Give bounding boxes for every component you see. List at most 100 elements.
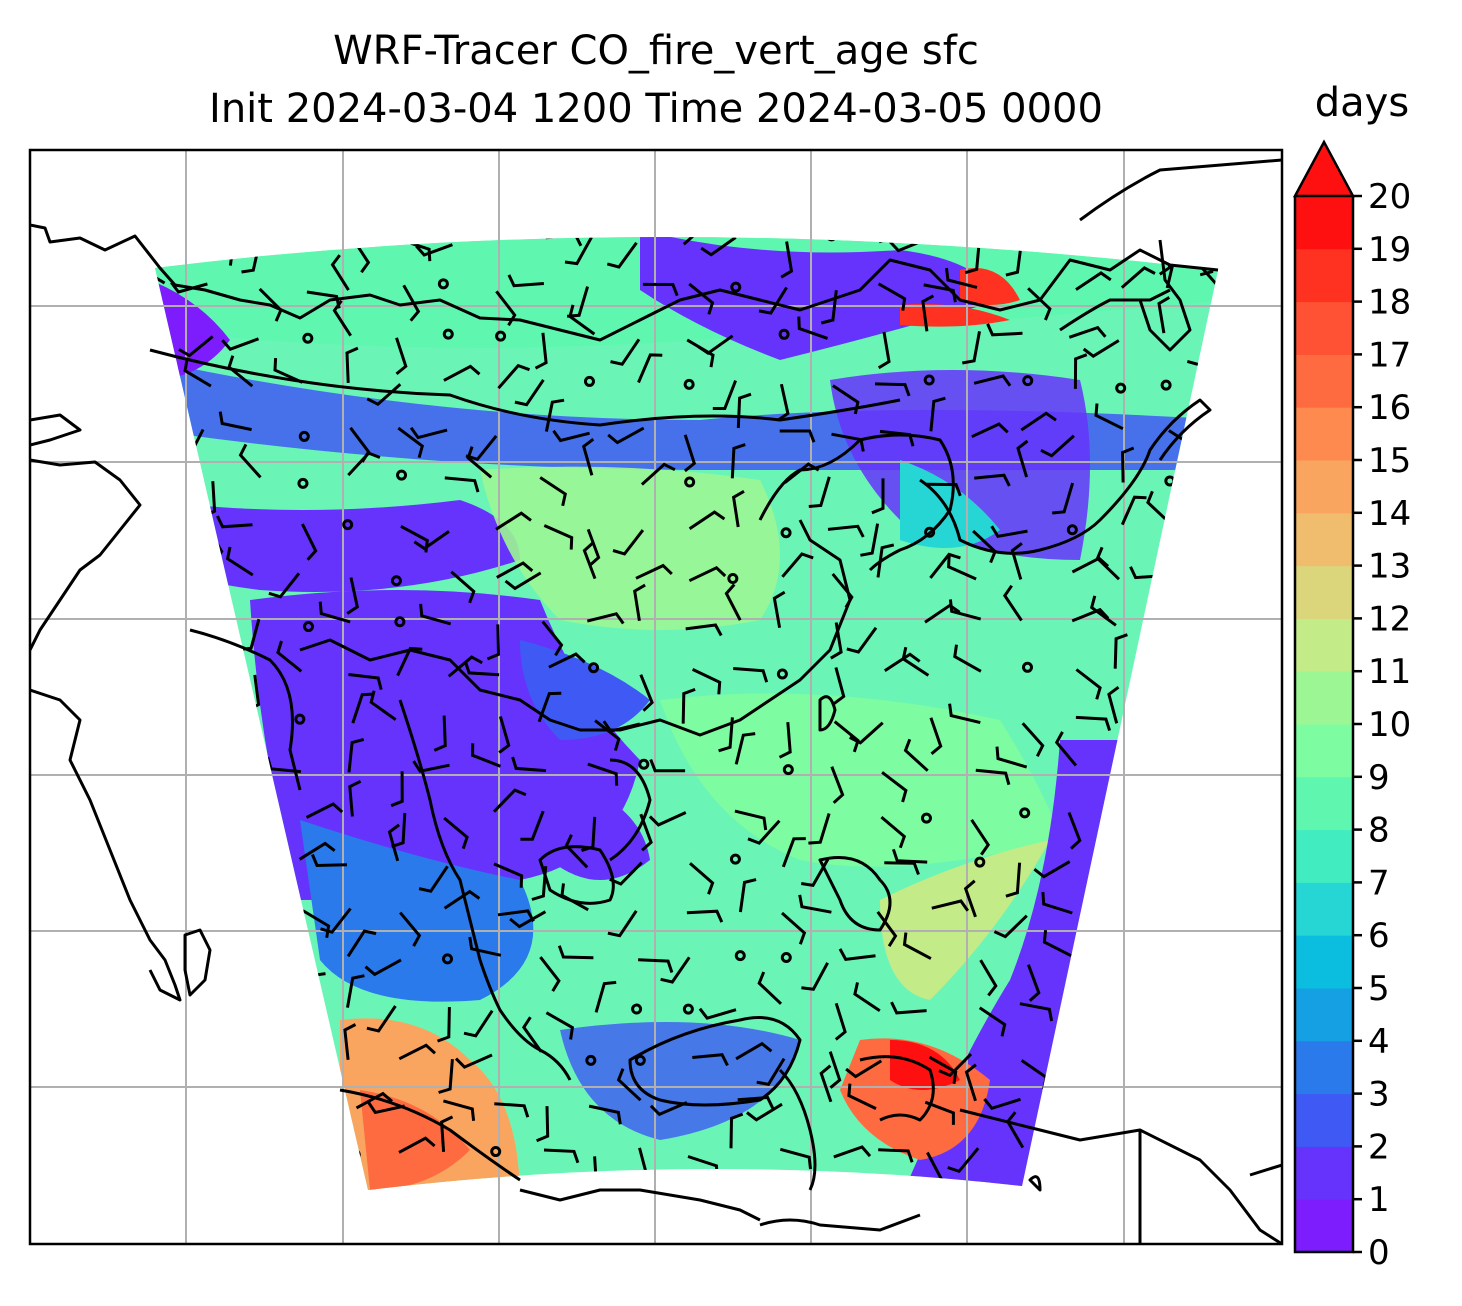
- wind-barb: [552, 429, 590, 443]
- wind-barb: [225, 546, 254, 577]
- field-japan-purple: [830, 370, 1090, 560]
- wind-barb: [268, 572, 301, 599]
- wind-barb: [607, 909, 638, 938]
- wind-barb: [447, 655, 483, 678]
- colorbar-tick-label: 10: [1368, 705, 1411, 745]
- wind-barb: [830, 766, 845, 804]
- wind-barb: [390, 771, 404, 808]
- wind-barb: [1094, 403, 1124, 431]
- wind-barb: [541, 620, 564, 657]
- wind-barb: [736, 392, 752, 429]
- calm-wind-marker: [730, 281, 742, 293]
- wind-barb: [947, 554, 977, 581]
- wind-barb: [1041, 891, 1073, 915]
- wind-barb: [454, 1053, 493, 1069]
- colorbar-tick-label: 14: [1368, 494, 1411, 534]
- colorbar-tick-label: 8: [1368, 811, 1390, 851]
- wind-barb: [947, 1147, 980, 1174]
- calm-wind-marker: [495, 330, 507, 342]
- colorbar-tick-label: 0: [1368, 1233, 1390, 1273]
- wind-barb: [877, 331, 891, 370]
- colorbar-segment: [1295, 1093, 1353, 1147]
- wind-barb: [1120, 266, 1156, 289]
- wind-barb: [1016, 439, 1029, 478]
- wind-barb: [692, 1053, 729, 1067]
- wind-barb: [302, 909, 331, 939]
- wind-barb: [800, 858, 830, 887]
- wind-barb: [830, 622, 843, 660]
- wind-barb: [581, 816, 597, 853]
- wind-barb: [757, 971, 783, 1005]
- colorbar-segment: [1295, 829, 1353, 883]
- wind-barb: [320, 907, 352, 934]
- wind-barb: [779, 1147, 812, 1170]
- wind-barb: [612, 529, 645, 556]
- wind-barb: [1107, 685, 1120, 724]
- wind-barb: [1020, 411, 1057, 432]
- colorbar-tick-label: 1: [1368, 1180, 1390, 1220]
- wind-barb: [781, 911, 807, 945]
- wind-barb: [649, 758, 686, 773]
- wind-barb: [332, 299, 352, 337]
- wind-barb: [871, 478, 885, 515]
- wind-barb: [797, 316, 829, 340]
- wind-barb: [366, 383, 402, 406]
- wind-barb: [833, 1145, 872, 1159]
- wind-barb: [396, 646, 423, 677]
- wind-barb: [364, 958, 402, 977]
- wind-barb: [971, 422, 1009, 439]
- wind-barb: [1019, 1002, 1054, 1022]
- wind-barb: [838, 948, 876, 962]
- wind-barb: [564, 834, 589, 869]
- calm-wind-marker: [490, 1146, 502, 1158]
- wind-barb: [301, 523, 318, 561]
- calm-wind-marker: [924, 526, 936, 538]
- wind-barb: [504, 571, 542, 591]
- colorbar-segment: [1295, 1146, 1353, 1200]
- wind-barb: [686, 909, 724, 923]
- wind-barb: [808, 476, 831, 508]
- wind-barb: [218, 411, 252, 432]
- calm-wind-marker: [298, 430, 310, 442]
- field-philippines-yellowgreen: [880, 840, 1050, 1000]
- calm-wind-marker: [588, 662, 600, 674]
- colorbar-tick-label: 2: [1368, 1127, 1390, 1167]
- calm-wind-marker: [780, 952, 792, 964]
- wind-barb: [738, 878, 757, 913]
- wind-barb: [311, 853, 348, 868]
- wind-barb: [1095, 546, 1121, 581]
- wind-barb: [691, 668, 722, 695]
- wind-barb: [640, 462, 676, 486]
- wind-barb: [681, 687, 696, 724]
- wind-barb: [780, 241, 794, 279]
- calm-wind-marker: [974, 856, 986, 868]
- wind-barb: [778, 721, 792, 759]
- calm-wind-marker: [342, 519, 354, 531]
- wind-barb: [398, 1043, 437, 1061]
- wind-barb: [1005, 242, 1023, 277]
- wind-barb: [698, 1007, 737, 1020]
- wind-barb: [495, 290, 517, 327]
- wind-barb: [938, 1053, 973, 1078]
- wind-barb: [587, 762, 619, 786]
- wind-barb: [351, 692, 375, 724]
- wind-barb: [833, 667, 846, 705]
- wind-barb: [418, 865, 449, 893]
- wind-barb: [581, 438, 595, 476]
- wind-barb: [582, 541, 597, 580]
- colorbar-tick-label: 7: [1368, 863, 1390, 903]
- field-bay-blue: [300, 820, 534, 1002]
- wind-barb: [962, 331, 981, 365]
- colorbar-segment: [1295, 1199, 1353, 1253]
- wind-barb: [183, 358, 212, 388]
- wind-barb: [178, 335, 214, 358]
- wind-barb: [990, 525, 1028, 539]
- calm-wind-marker: [442, 328, 454, 340]
- colorbar-segment: [1295, 407, 1353, 461]
- wind-barb: [688, 510, 726, 531]
- wind-barb: [216, 515, 253, 529]
- map-gridlines: [30, 150, 1282, 1244]
- wind-barb: [607, 426, 645, 445]
- colorbar-segment: [1295, 301, 1353, 355]
- wind-barb: [890, 1001, 927, 1015]
